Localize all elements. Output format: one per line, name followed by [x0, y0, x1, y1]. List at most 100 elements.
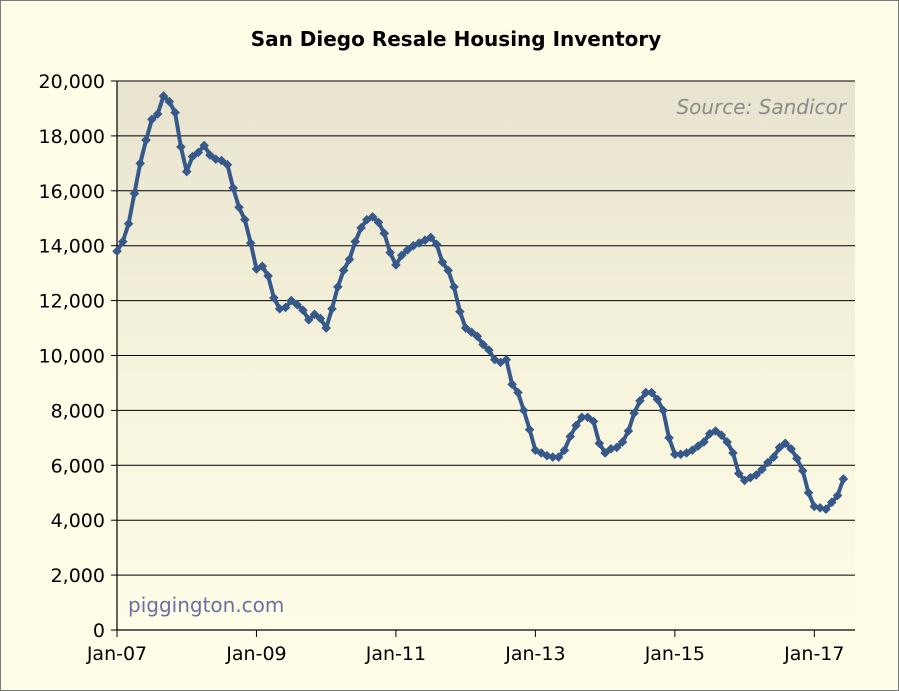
data-point [571, 420, 581, 431]
watermark-text: piggington.com [128, 593, 284, 617]
data-point [699, 437, 709, 447]
data-point [611, 442, 622, 453]
data-point [274, 304, 285, 314]
data-point [176, 142, 186, 152]
data-point [118, 236, 128, 247]
data-point [838, 474, 849, 484]
data-point [623, 426, 634, 436]
y-tick-label: 14,000 [39, 236, 105, 258]
data-point [536, 448, 547, 458]
source-annotation: Source: Sandicor [676, 95, 847, 119]
data-point [763, 457, 773, 468]
y-axis-ticks: 0 2,000 4,000 6,000 8,000 10,000 12,000 14,000 1… [39, 71, 117, 642]
data-point [728, 448, 738, 458]
data-point [606, 444, 616, 454]
data-point [408, 240, 419, 251]
y-tick-label: 12,000 [39, 291, 105, 313]
data-point [513, 387, 523, 398]
data-point [507, 379, 517, 390]
y-tick-label: 10,000 [39, 346, 105, 368]
data-point [112, 246, 122, 256]
data-point [641, 387, 651, 398]
data-point [303, 315, 314, 325]
series-layer [112, 91, 849, 515]
data-point [733, 468, 744, 479]
data-point [356, 223, 366, 233]
data-point [455, 306, 465, 317]
data-point [768, 452, 779, 462]
data-point [327, 304, 337, 314]
data-point [635, 395, 645, 406]
data-point [472, 331, 483, 342]
data-point [309, 309, 320, 320]
data-point [489, 354, 500, 365]
data-point [681, 448, 692, 458]
data-point [565, 431, 576, 442]
x-tick-label: Jan-11 [365, 643, 426, 665]
data-point [478, 339, 488, 350]
data-point [757, 464, 767, 475]
data-point [658, 405, 669, 416]
y-tick-label: 18,000 [39, 126, 105, 148]
data-point [391, 260, 401, 270]
data-point [338, 265, 349, 276]
data-point [826, 497, 837, 508]
x-tick-label: Jan-13 [504, 643, 565, 665]
data-point [484, 345, 494, 355]
data-point [269, 293, 279, 303]
data-point [280, 302, 291, 313]
data-point [431, 239, 442, 250]
data-point [402, 245, 413, 255]
data-point [414, 238, 424, 248]
data-point [600, 448, 610, 458]
data-point [774, 442, 785, 453]
gridlines [117, 80, 855, 576]
data-point [129, 188, 140, 199]
data-point [792, 453, 802, 464]
data-point [780, 438, 791, 449]
data-point [617, 437, 628, 447]
data-point [577, 412, 587, 423]
data-point [664, 433, 674, 443]
y-tick-label: 2,000 [51, 565, 105, 587]
data-point [460, 323, 471, 333]
data-point [263, 271, 273, 281]
data-point [315, 313, 326, 324]
x-tick-label: Jan-07 [86, 643, 147, 665]
data-point [286, 295, 297, 306]
data-point [582, 412, 593, 423]
y-tick-label: 0 [93, 620, 105, 642]
data-point [298, 305, 308, 316]
data-point [210, 154, 221, 165]
data-point [123, 218, 134, 229]
data-point [164, 96, 175, 107]
data-point [141, 135, 151, 145]
data-point [333, 282, 343, 292]
y-tick-label: 4,000 [51, 510, 105, 532]
data-point [245, 238, 256, 248]
data-point [152, 109, 163, 119]
data-point [466, 327, 477, 337]
data-point [240, 214, 250, 225]
data-point [385, 247, 395, 258]
data-point [710, 426, 721, 436]
data-point [518, 405, 529, 416]
data-point [629, 408, 639, 418]
data-point [786, 444, 796, 454]
data-point [437, 257, 448, 267]
data-point [373, 217, 384, 228]
data-point [594, 438, 605, 449]
data-point [216, 155, 227, 166]
data-point [797, 465, 808, 476]
data-point [350, 236, 361, 247]
data-point [234, 202, 244, 213]
data-point [292, 299, 302, 310]
x-axis-ticks: Jan-07 Jan-09 Jan-11 Jan-13 Jan-15 Jan-17 [86, 630, 844, 665]
data-point [187, 151, 198, 162]
data-point [693, 441, 703, 451]
y-tick-label: 16,000 [39, 181, 105, 203]
data-point [821, 504, 831, 515]
data-point [205, 150, 215, 160]
data-point [832, 490, 843, 501]
